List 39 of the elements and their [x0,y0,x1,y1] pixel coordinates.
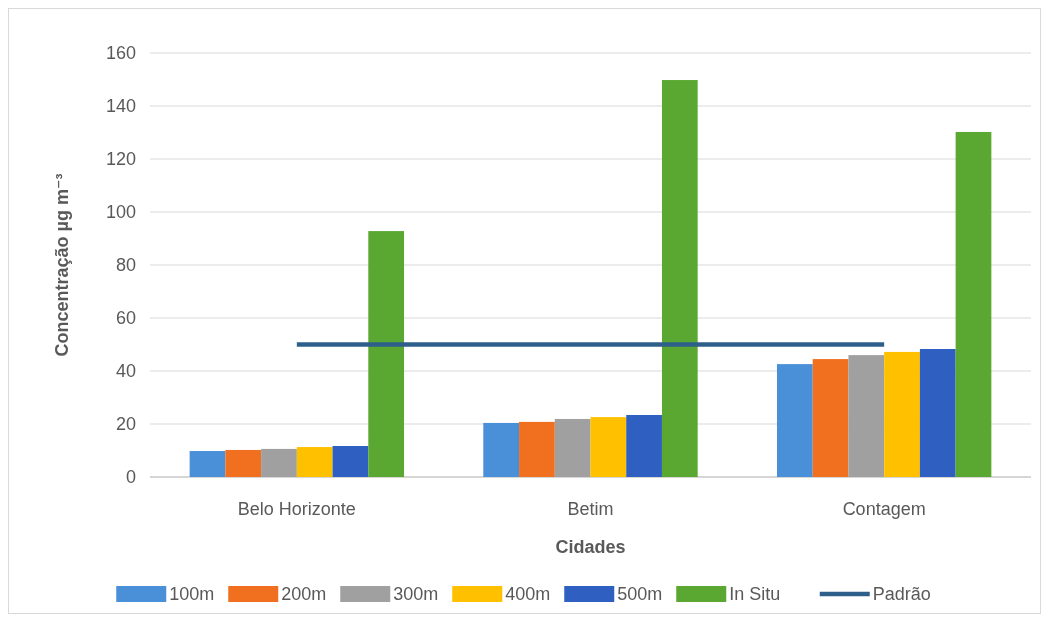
y-tick-label: 140 [105,96,136,117]
bar [368,231,405,477]
legend-label: In Situ [729,584,781,605]
bar [483,422,520,477]
y-tick-label: 60 [115,308,136,329]
y-axis-title: Concentração µg m⁻³ [52,173,72,357]
bar [919,349,956,477]
bar [189,451,226,477]
bar [519,421,555,477]
legend-label: 300m [393,584,439,605]
bar [261,448,297,477]
legend-label: Padrão [872,584,931,605]
legend-label: 100m [169,584,215,605]
x-tick-label: Betim [567,499,614,519]
bar [776,364,813,477]
y-tick-label: 100 [105,202,136,223]
bar [884,351,920,477]
legend-label: 400m [505,584,551,605]
bar [296,447,333,477]
bar [661,80,698,477]
bar [626,414,662,477]
x-tick-label: Belo Horizonte [237,499,356,519]
legend-label: 500m [617,584,663,605]
y-tick-label: 0 [125,467,136,488]
bar [554,418,591,477]
bar [332,446,369,477]
y-tick-label: 120 [105,149,136,170]
y-tick-label: 40 [115,361,136,382]
bar [590,417,627,477]
y-tick-label: 160 [105,43,136,64]
x-axis-title: Cidades [555,537,626,557]
x-tick-label: Contagem [842,499,926,519]
bar [812,359,849,477]
bar [225,449,262,477]
bar [848,355,885,477]
legend-label: 200m [281,584,327,605]
y-tick-label: 80 [115,255,136,276]
y-tick-label: 20 [115,414,136,435]
bar [955,131,992,477]
